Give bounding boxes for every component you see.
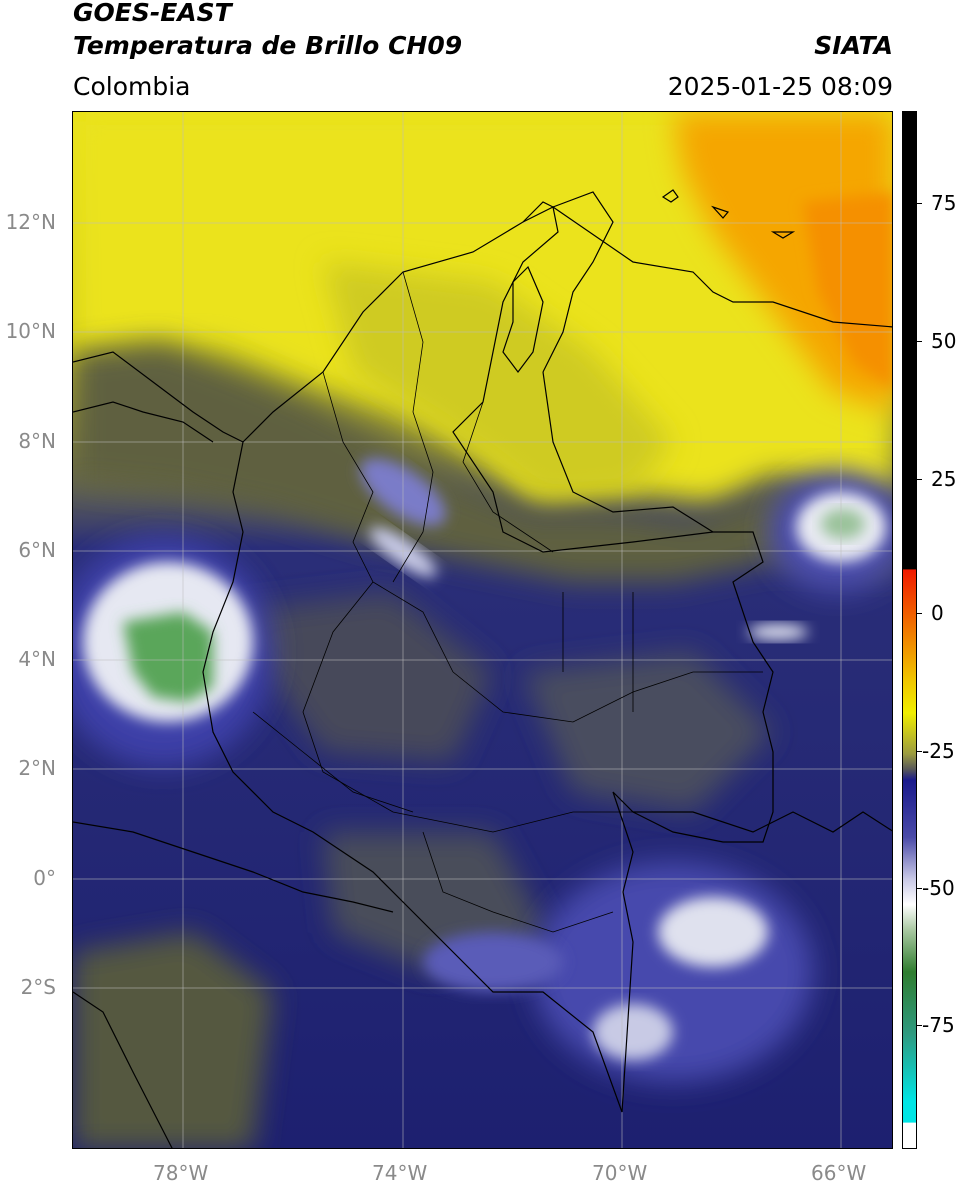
lat-tick-label: 2°S <box>20 975 56 999</box>
cloud-southeast-white-1 <box>658 897 768 967</box>
colorbar-label: 25 <box>931 467 957 491</box>
colorbar-label: 0 <box>931 601 944 625</box>
satellite-title: GOES-EAST <box>73 0 232 27</box>
dept-line-1 <box>322 371 454 673</box>
olive-central-patch <box>223 592 493 762</box>
cloud-southeast-halo <box>533 862 813 1082</box>
lat-tick-label: 6°N <box>18 538 56 562</box>
colorbar-tick <box>917 341 922 342</box>
lat-tick-label: 12°N <box>5 210 56 234</box>
dept-line-5 <box>452 671 763 723</box>
island-aruba <box>661 189 796 239</box>
colorbar-label: 50 <box>931 329 957 353</box>
dept-line-8 <box>562 592 634 712</box>
brightness-temperature-map <box>72 111 893 1149</box>
colorbar-label: -25 <box>922 739 955 763</box>
cloud-southeast-white-2 <box>593 1004 673 1060</box>
timestamp-label: 2025-01-25 08:09 <box>667 72 893 101</box>
colorbar-tick <box>917 888 922 889</box>
lon-tick-label: 78°W <box>153 1161 209 1185</box>
lon-tick-label: 66°W <box>811 1161 867 1185</box>
dept-line-6 <box>252 711 414 813</box>
orange-core-region <box>803 192 892 391</box>
map-svg <box>73 112 892 1148</box>
orange-warm-region <box>673 112 892 412</box>
lon-tick-label: 74°W <box>372 1161 428 1185</box>
lon-tick-label: 70°W <box>592 1161 648 1185</box>
colorbar-tick <box>917 751 922 752</box>
colorbar-tick <box>917 203 922 204</box>
colombia-outline <box>202 206 774 1113</box>
dept-line-4 <box>302 581 633 833</box>
ecuador-peru-border <box>73 821 394 1148</box>
colorbar-tick <box>917 479 922 480</box>
region-label: Colombia <box>73 72 191 101</box>
dept-line-2 <box>392 271 434 583</box>
cloud-south-center <box>423 932 563 992</box>
product-title: Temperatura de Brillo CH09 <box>73 31 463 60</box>
olive-transition-region <box>73 342 892 582</box>
dept-line-3 <box>462 401 554 553</box>
dept-line-7 <box>422 831 614 933</box>
colorbar-label: -50 <box>922 876 955 900</box>
cloud-streak-east <box>748 624 808 640</box>
lat-tick-label: 4°N <box>18 647 56 671</box>
venezuela-border <box>542 371 714 533</box>
olive-southwest-patch <box>73 932 273 1148</box>
colorbar-gradient <box>903 112 916 1148</box>
venezuela-coast <box>502 191 892 373</box>
lat-tick-label: 8°N <box>18 429 56 453</box>
panama-outline <box>73 351 244 443</box>
colorbar-label: 75 <box>931 191 957 215</box>
cold-cloud-west-green <box>123 612 213 702</box>
colorbar-tick <box>917 1025 922 1026</box>
cold-cloud-east-green <box>821 509 865 539</box>
brazil-border <box>633 811 892 833</box>
lat-tick-label: 10°N <box>5 319 56 343</box>
olive-east-patch <box>523 652 773 812</box>
agency-label: SIATA <box>814 31 893 60</box>
colorbar-svg <box>903 112 916 1148</box>
colorbar-tick <box>917 613 922 614</box>
colorbar <box>902 111 917 1149</box>
lat-tick-label: 0° <box>33 866 56 890</box>
colorbar-label: -75 <box>922 1013 955 1037</box>
lat-tick-label: 2°N <box>18 756 56 780</box>
graticule <box>73 112 892 1148</box>
political-boundaries <box>73 189 892 1148</box>
